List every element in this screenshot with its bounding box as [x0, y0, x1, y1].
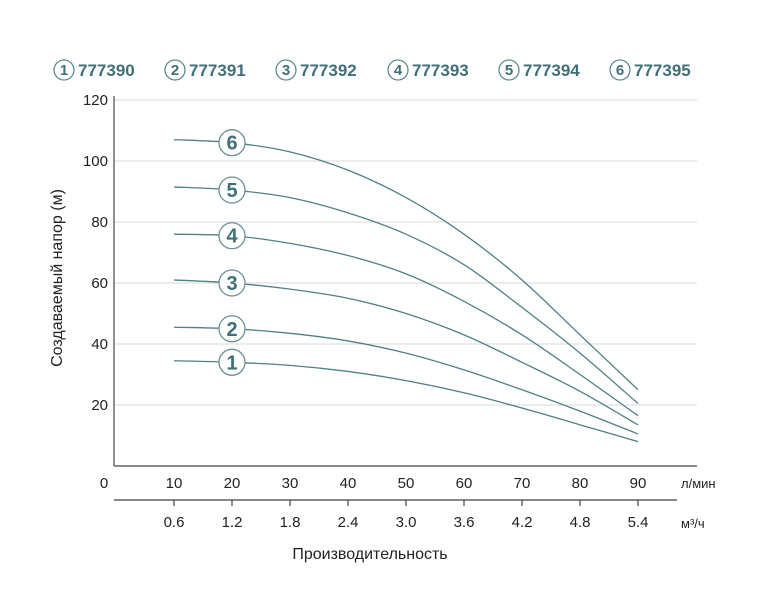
legend: 1 777390 2 777391 3 777392 4 777393 5 777394 6 7773… [53, 59, 691, 81]
x-tick-label-secondary: 1.2 [222, 514, 243, 531]
x-unit-primary: л/мин [681, 476, 716, 491]
y-axis-title: Создаваемый напор (м) [49, 189, 66, 367]
gridlines [114, 99, 697, 406]
legend-circle [498, 59, 520, 81]
series-line-777394 [173, 186, 639, 404]
x-tick-label-secondary: 0.6 [164, 514, 185, 531]
y-tick-label: 20 [91, 397, 108, 414]
x-tick-label-secondary: 1.8 [280, 514, 301, 531]
legend-number: 6 [616, 62, 624, 79]
x-axis-title: Производительность [292, 546, 447, 563]
series-badge-label: 1 [226, 352, 237, 374]
y-tick-label: 120 [83, 92, 108, 109]
y-tick-label: 60 [91, 275, 108, 292]
legend-number: 1 [60, 62, 68, 79]
legend-circle [609, 59, 631, 81]
series-line-777395 [173, 139, 639, 391]
series-badge-label: 2 [226, 319, 237, 341]
x-tick-label: 20 [224, 475, 241, 492]
series-badge-circle [218, 315, 246, 343]
y-tick-label: 80 [91, 214, 108, 231]
legend-item-777394: 777394 [523, 61, 580, 80]
series-badge-label: 6 [226, 133, 237, 155]
x-tick-labels-primary: 0 10 20 30 40 50 60 70 80 90 [100, 475, 647, 492]
legend-number: 2 [171, 62, 179, 79]
series-badges: 1 2 3 4 5 6 [218, 129, 246, 376]
series-badge-label: 4 [226, 226, 238, 248]
x-tick-label-secondary: 4.2 [512, 514, 533, 531]
series-badge-circle [218, 129, 246, 157]
y-tick-labels: 20 40 60 80 100 120 [83, 92, 108, 414]
x-tick-label: 50 [398, 475, 415, 492]
series-badge-circle [218, 222, 246, 250]
x-tick-label: 40 [340, 475, 357, 492]
series-badge-circle [218, 176, 246, 204]
series-badge-label: 5 [226, 180, 237, 202]
x-tick-label-secondary: 2.4 [338, 514, 359, 531]
series-line-777392 [173, 279, 639, 426]
x-tick-label: 10 [166, 475, 183, 492]
series-badge-circle [218, 269, 246, 297]
legend-item-777390: 777390 [78, 61, 135, 80]
series-line-777391 [173, 326, 639, 435]
y-tick-label: 100 [83, 153, 108, 170]
x-tick-label: 80 [572, 475, 589, 492]
series-badge-circle [218, 348, 246, 376]
series-line-777393 [173, 233, 639, 417]
legend-item-777392: 777392 [300, 61, 357, 80]
legend-circle [53, 59, 75, 81]
axes [113, 96, 697, 501]
y-tick-label: 40 [91, 336, 108, 353]
legend-circle [275, 59, 297, 81]
x-tick-label: 30 [282, 475, 299, 492]
x-tick-label: 60 [456, 475, 473, 492]
legend-number: 5 [505, 62, 513, 79]
legend-item-777391: 777391 [189, 61, 246, 80]
x-tick-label: 90 [630, 475, 647, 492]
series-badge-label: 3 [226, 273, 237, 295]
x-unit-secondary: м³/ч [681, 516, 705, 531]
legend-circle [387, 59, 409, 81]
legend-circle [164, 59, 186, 81]
x-tick-label-secondary: 4.8 [570, 514, 591, 531]
x-tick-label-secondary: 3.0 [396, 514, 417, 531]
x-tick-label: 70 [514, 475, 531, 492]
legend-item-777395: 777395 [634, 61, 691, 80]
legend-item-777393: 777393 [412, 61, 469, 80]
legend-number: 4 [394, 62, 403, 79]
series-line-777390 [173, 360, 639, 443]
x-tick-label-secondary: 5.4 [628, 514, 649, 531]
x-tick-labels-secondary: 0.6 1.2 1.8 2.4 3.0 3.6 4.2 4.8 5.4 [164, 500, 649, 531]
x-tick-label: 0 [100, 475, 108, 492]
x-tick-label-secondary: 3.6 [454, 514, 475, 531]
legend-number: 3 [282, 62, 290, 79]
series-curves [173, 139, 639, 443]
